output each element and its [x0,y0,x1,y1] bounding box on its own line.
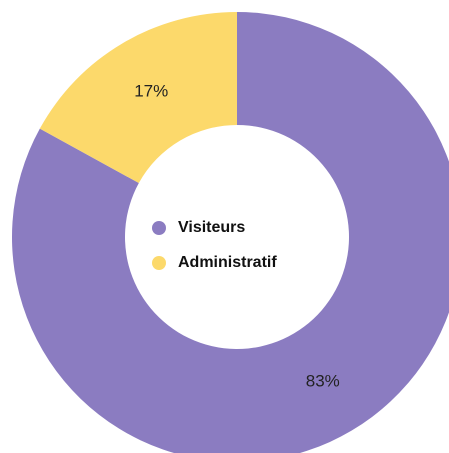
slice-label: 17% [134,81,168,100]
slice [39,12,238,184]
legend-swatch [152,256,166,270]
slice [12,12,449,453]
legend-label: Administratif [178,254,277,271]
legend-swatch [152,221,166,235]
legend-label: Visiteurs [178,219,245,236]
slice-label: 83% [306,372,340,391]
